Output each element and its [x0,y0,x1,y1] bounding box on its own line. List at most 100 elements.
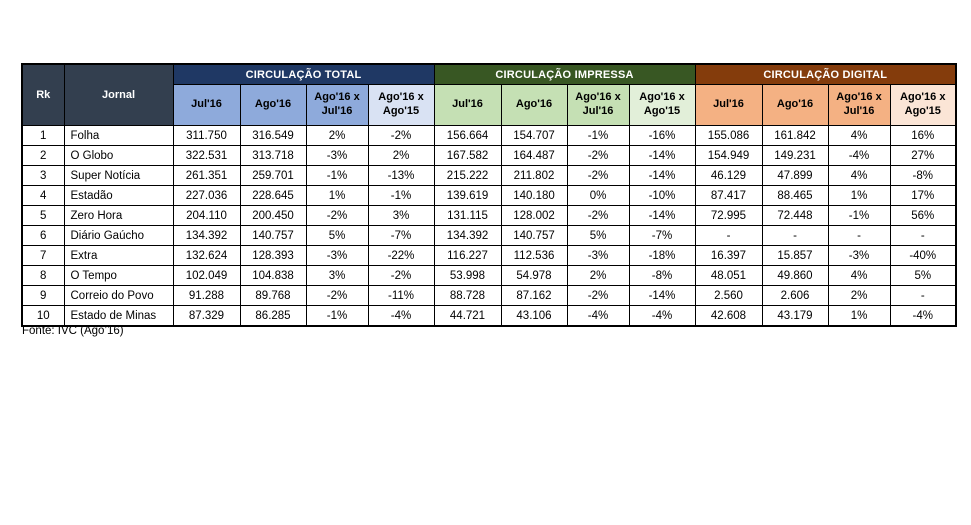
digital-value-cell-0: 72.995 [694,205,763,226]
sub-header-impressa-2: Ago'16 x Jul'16 [566,84,630,126]
digital-value-cell-1: 2.606 [761,285,829,306]
rank-cell: 6 [21,225,65,246]
total-value-cell-2: 2% [305,125,369,146]
group-header-circulacao-digital: CIRCULAÇÃO DIGITAL [694,63,957,85]
digital-value-cell-1: 49.860 [761,265,829,286]
total-value-cell-3: -2% [367,265,435,286]
impressa-value-cell-2: -4% [566,305,630,327]
digital-value-cell-2: 4% [827,265,891,286]
total-value-cell-0: 132.624 [172,245,241,266]
total-value-cell-1: 316.549 [239,125,307,146]
total-value-cell-1: 313.718 [239,145,307,166]
impressa-value-cell-0: 116.227 [433,245,502,266]
table-row: 9 Correio do Povo 91.288 89.768 -2% -11% 88.72… [21,285,957,306]
impressa-value-cell-1: 154.707 [500,125,568,146]
group-header-circulacao-total: CIRCULAÇÃO TOTAL [172,63,435,85]
total-value-cell-3: 3% [367,205,435,226]
digital-value-cell-1: 88.465 [761,185,829,206]
total-value-cell-3: -22% [367,245,435,266]
digital-value-cell-0: - [694,225,763,246]
impressa-value-cell-3: -10% [628,185,696,206]
impressa-value-cell-1: 140.757 [500,225,568,246]
sub-header-total-1: Ago'16 [239,84,307,126]
impressa-value-cell-3: -7% [628,225,696,246]
impressa-value-cell-3: -4% [628,305,696,327]
jornal-cell: Diário Gaúcho [63,225,174,246]
table-row: 3 Super Notícia 261.351 259.701 -1% -13% 215.2… [21,165,957,186]
total-value-cell-0: 102.049 [172,265,241,286]
total-value-cell-1: 200.450 [239,205,307,226]
total-value-cell-1: 140.757 [239,225,307,246]
digital-value-cell-3: -8% [889,165,957,186]
digital-value-cell-2: 4% [827,165,891,186]
digital-value-cell-0: 46.129 [694,165,763,186]
total-value-cell-1: 104.838 [239,265,307,286]
jornal-cell: O Tempo [63,265,174,286]
table-row: 1 Folha 311.750 316.549 2% -2% 156.664 154.707-… [21,125,957,146]
total-value-cell-3: -7% [367,225,435,246]
total-value-cell-3: -4% [367,305,435,327]
total-value-cell-2: -1% [305,305,369,327]
impressa-value-cell-3: -14% [628,165,696,186]
digital-value-cell-2: 1% [827,305,891,327]
total-value-cell-0: 261.351 [172,165,241,186]
total-value-cell-2: 1% [305,185,369,206]
rank-cell: 8 [21,265,65,286]
impressa-value-cell-0: 156.664 [433,125,502,146]
table-row: 4 Estadão 227.036 228.645 1% -1% 139.619 140.18… [21,185,957,206]
sub-header-digital-3: Ago'16 x Ago'15 [889,84,957,126]
digital-value-cell-2: -1% [827,205,891,226]
total-value-cell-2: -3% [305,245,369,266]
jornal-cell: Correio do Povo [63,285,174,306]
digital-value-cell-3: 27% [889,145,957,166]
total-value-cell-3: -11% [367,285,435,306]
digital-value-cell-2: - [827,225,891,246]
digital-value-cell-3: - [889,225,957,246]
sub-header-row: Jul'16 Ago'16 Ago'16 x Jul'16 Ago'16 x Ago'… [22,84,957,126]
jornal-cell: Estado de Minas [63,305,174,327]
impressa-value-cell-0: 88.728 [433,285,502,306]
digital-value-cell-1: - [761,225,829,246]
circulation-table: Rk Jornal CIRCULAÇÃO TOTAL CIRCULAÇÃO IM… [21,63,957,327]
sub-header-total-0: Jul'16 [172,84,241,126]
digital-value-cell-2: -4% [827,145,891,166]
impressa-value-cell-0: 139.619 [433,185,502,206]
total-value-cell-2: -2% [305,205,369,226]
digital-value-cell-2: 2% [827,285,891,306]
jornal-cell: O Globo [63,145,174,166]
digital-value-cell-2: -3% [827,245,891,266]
digital-value-cell-1: 72.448 [761,205,829,226]
total-value-cell-2: 3% [305,265,369,286]
impressa-value-cell-0: 44.721 [433,305,502,327]
total-value-cell-3: -13% [367,165,435,186]
rank-cell: 1 [21,125,65,146]
digital-value-cell-1: 149.231 [761,145,829,166]
total-value-cell-2: -3% [305,145,369,166]
jornal-cell: Super Notícia [63,165,174,186]
sub-header-digital-1: Ago'16 [761,84,829,126]
digital-value-cell-3: 17% [889,185,957,206]
jornal-cell: Folha [63,125,174,146]
impressa-value-cell-1: 54.978 [500,265,568,286]
total-value-cell-1: 228.645 [239,185,307,206]
rank-cell: 9 [21,285,65,306]
impressa-value-cell-3: -8% [628,265,696,286]
impressa-value-cell-2: -3% [566,245,630,266]
jornal-cell: Zero Hora [63,205,174,226]
digital-value-cell-3: 56% [889,205,957,226]
digital-value-cell-3: 5% [889,265,957,286]
digital-value-cell-0: 42.608 [694,305,763,327]
total-value-cell-0: 134.392 [172,225,241,246]
impressa-value-cell-0: 167.582 [433,145,502,166]
impressa-value-cell-2: -2% [566,165,630,186]
total-value-cell-3: -2% [367,125,435,146]
impressa-value-cell-0: 131.115 [433,205,502,226]
digital-value-cell-3: -4% [889,305,957,327]
total-value-cell-0: 322.531 [172,145,241,166]
digital-value-cell-0: 2.560 [694,285,763,306]
digital-value-cell-3: - [889,285,957,306]
impressa-value-cell-2: 2% [566,265,630,286]
total-value-cell-0: 204.110 [172,205,241,226]
sub-header-impressa-0: Jul'16 [433,84,502,126]
